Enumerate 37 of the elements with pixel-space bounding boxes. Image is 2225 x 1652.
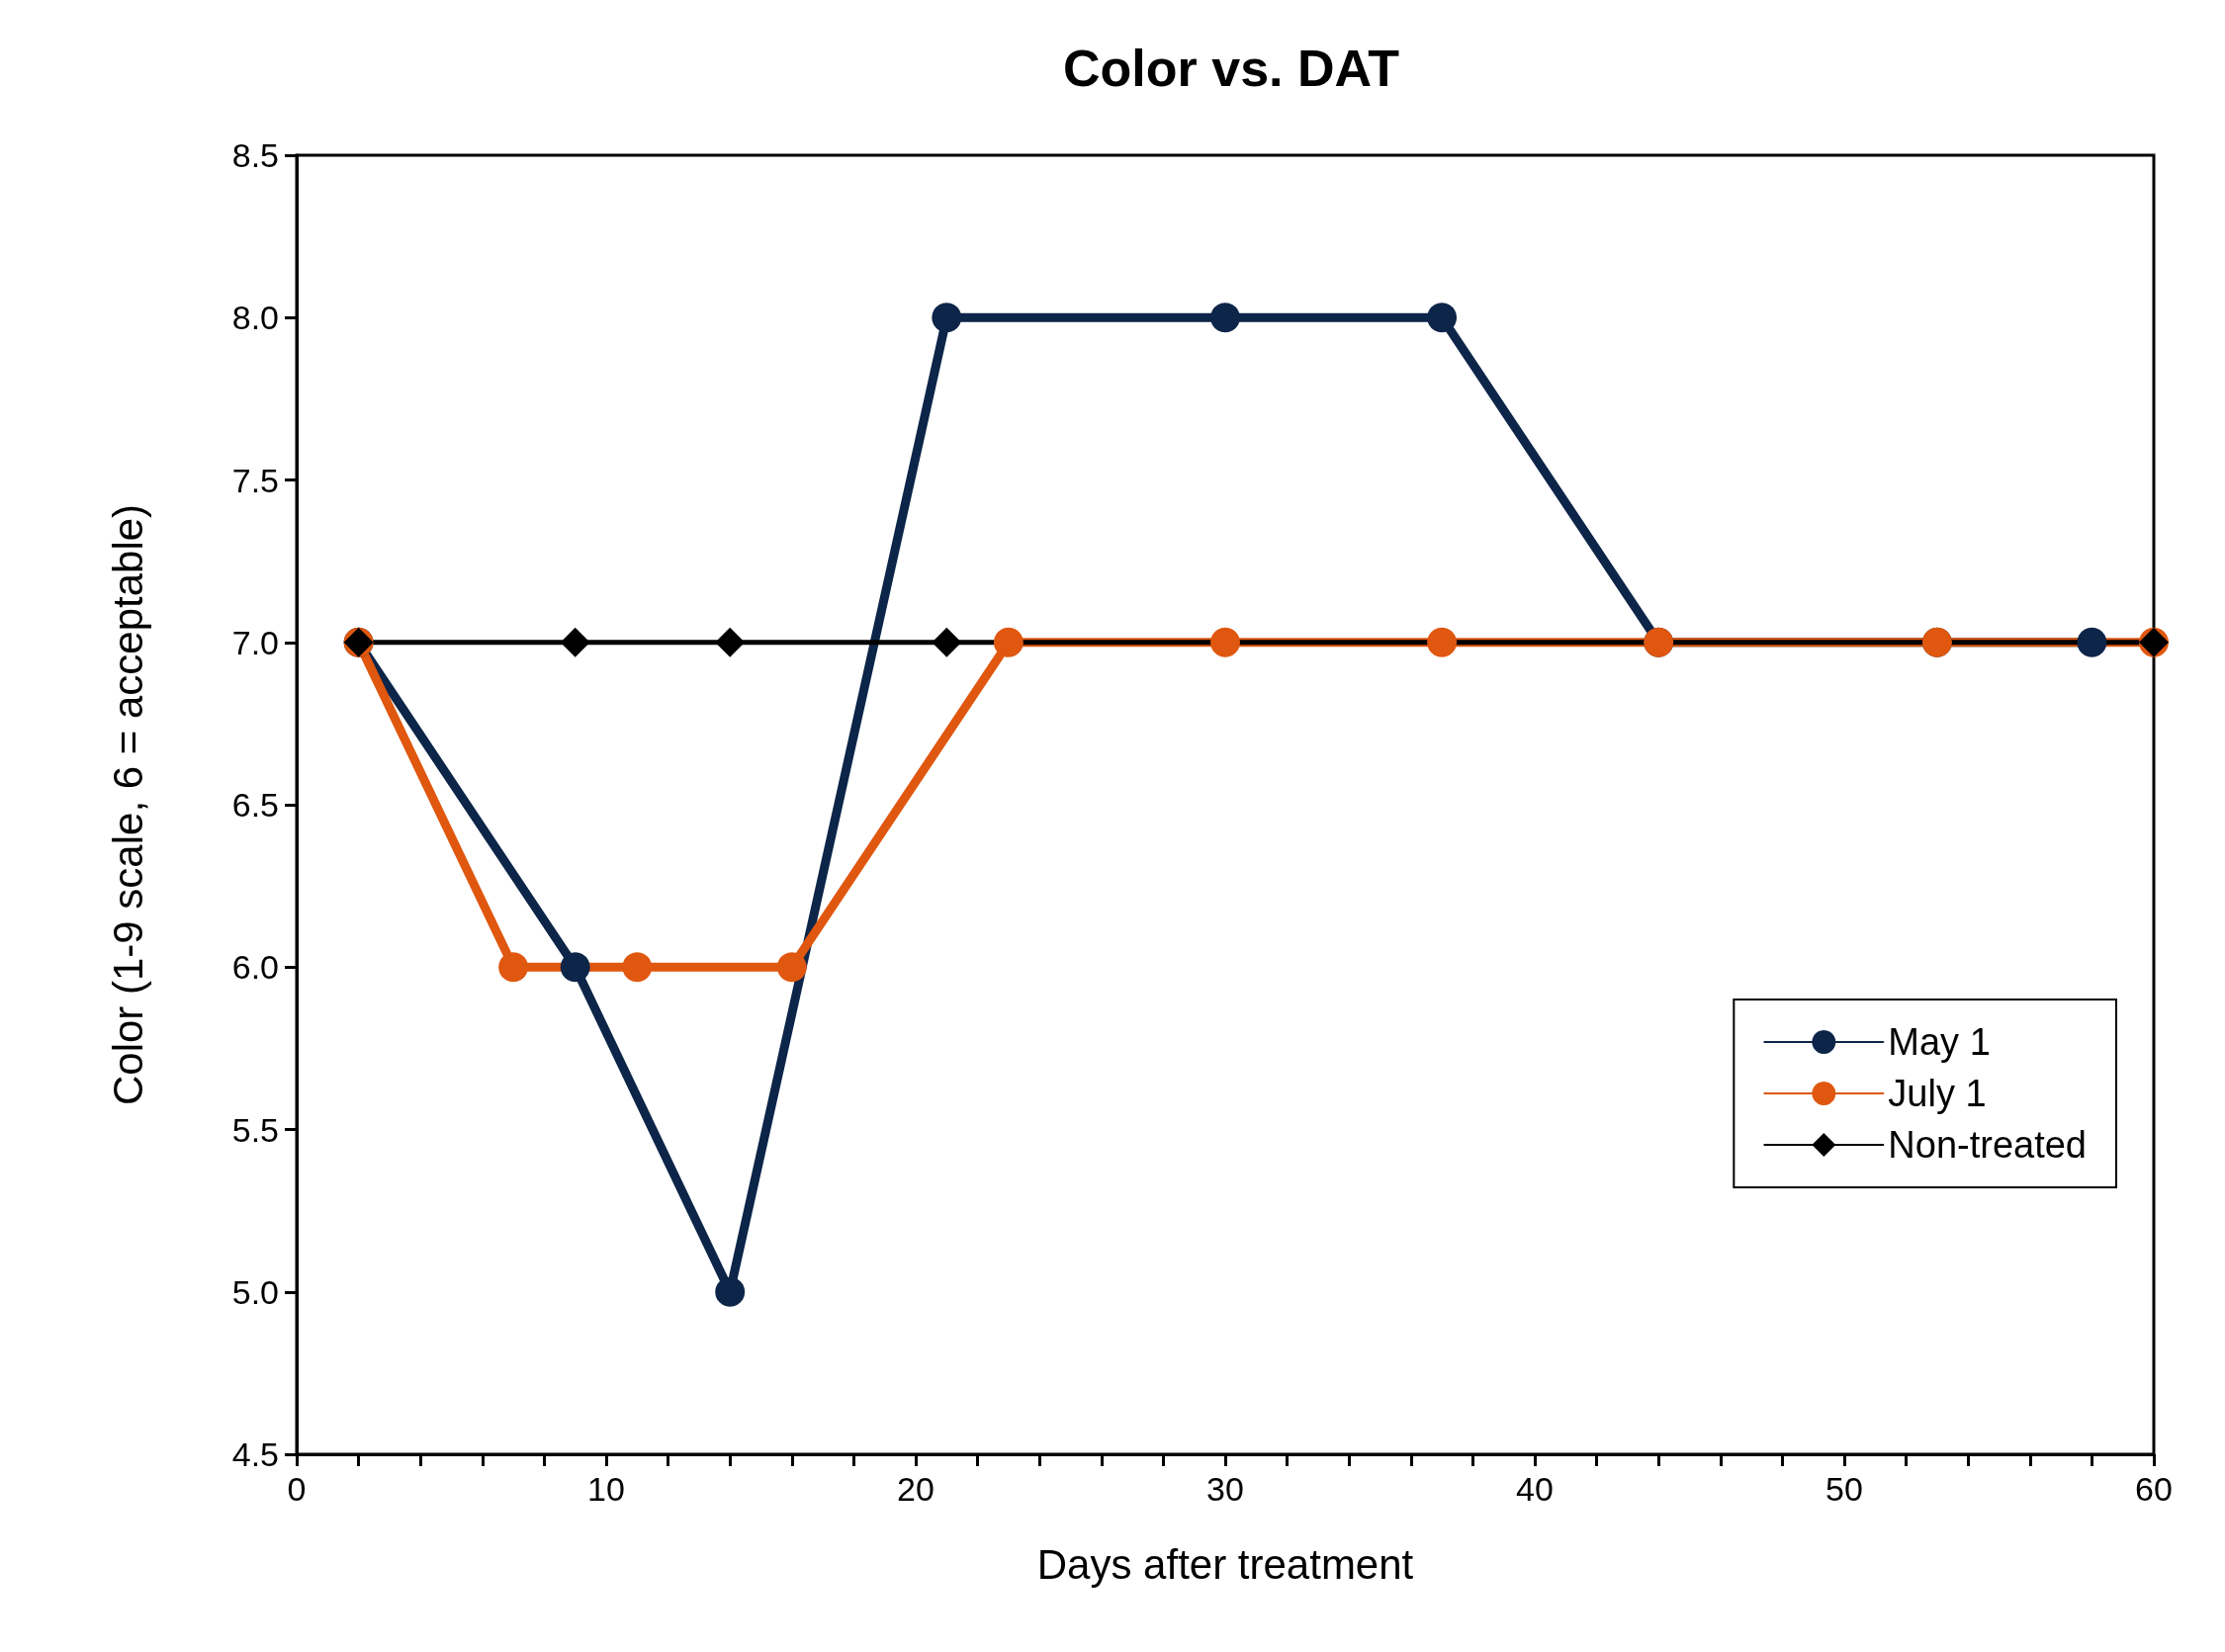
legend-label: Non-treated — [1888, 1124, 2087, 1166]
point — [1427, 303, 1458, 333]
point — [1210, 303, 1240, 333]
point — [932, 627, 962, 657]
y-tick-label: 5.0 — [231, 1272, 279, 1311]
point — [560, 627, 590, 657]
y-tick-label: 5.5 — [231, 1110, 279, 1149]
x-tick-label: 40 — [1516, 1470, 1554, 1508]
y-tick-label: 7.0 — [231, 623, 279, 661]
x-tick-label: 10 — [587, 1470, 625, 1508]
point — [715, 627, 746, 657]
x-axis-title: Days after treatment — [1036, 1540, 1414, 1588]
point — [932, 303, 962, 333]
y-tick-label: 7.5 — [231, 461, 279, 499]
point — [498, 952, 529, 983]
x-tick-label: 0 — [287, 1470, 307, 1508]
x-tick-label: 50 — [1825, 1470, 1863, 1508]
x-tick-label: 20 — [897, 1470, 934, 1508]
y-tick-label: 4.5 — [231, 1435, 279, 1473]
y-tick-label: 8.0 — [231, 299, 279, 337]
point — [776, 952, 807, 983]
point — [715, 1276, 746, 1307]
y-tick-label: 6.0 — [231, 948, 279, 987]
y-axis-title: Color (1-9 scale, 6 = acceptable) — [104, 503, 151, 1106]
point — [622, 952, 653, 983]
point — [560, 952, 590, 983]
legend-label: May 1 — [1888, 1021, 1991, 1063]
y-tick-label: 6.5 — [231, 786, 279, 824]
point — [2077, 627, 2107, 657]
x-tick-label: 60 — [2135, 1470, 2173, 1508]
point — [993, 627, 1024, 657]
chart-title: Color vs. DAT — [1063, 40, 1400, 97]
point — [1427, 627, 1458, 657]
legend-label: July 1 — [1888, 1073, 1987, 1114]
y-tick-label: 8.5 — [231, 136, 279, 174]
x-tick-label: 30 — [1206, 1470, 1244, 1508]
point — [1210, 627, 1240, 657]
